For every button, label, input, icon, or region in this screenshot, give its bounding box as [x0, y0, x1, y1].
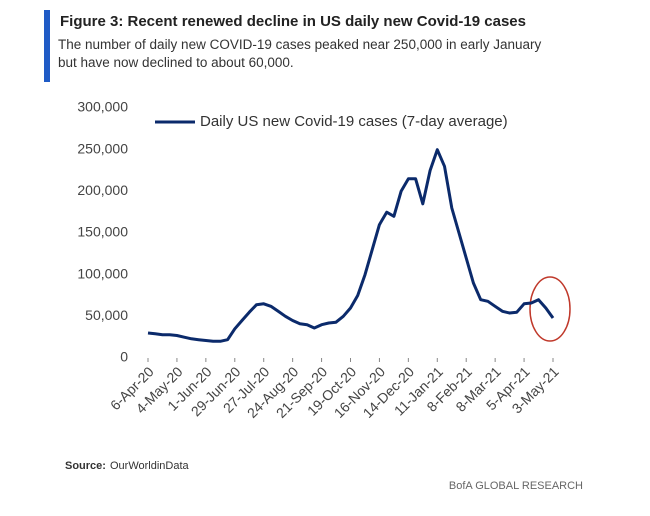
source: OurWorldinData	[110, 460, 190, 472]
y-tick-label: 200,000	[77, 182, 128, 198]
y-tick-label: 300,000	[77, 99, 128, 115]
source-label: Source:	[65, 460, 106, 472]
legend-label: Daily US new Covid-19 cases (7-day avera…	[200, 113, 508, 130]
footer: BofA GLOBAL RESEARCH	[449, 480, 583, 492]
subtitle-box: The number of daily new COVID-19 cases p…	[58, 37, 542, 70]
y-tick-label: 50,000	[85, 307, 128, 323]
y-tick-label: 250,000	[77, 140, 128, 156]
title-accent	[44, 10, 50, 82]
y-tick-label: 100,000	[77, 265, 128, 281]
chart-subtitle: The number of daily new COVID-19 cases p…	[58, 37, 542, 70]
series-line	[147, 148, 555, 343]
y-tick-label: 150,000	[77, 224, 128, 240]
chart-title: Figure 3: Recent renewed decline in US d…	[60, 13, 526, 30]
y-tick-label: 0	[120, 349, 128, 365]
highlight-circle	[529, 276, 571, 342]
